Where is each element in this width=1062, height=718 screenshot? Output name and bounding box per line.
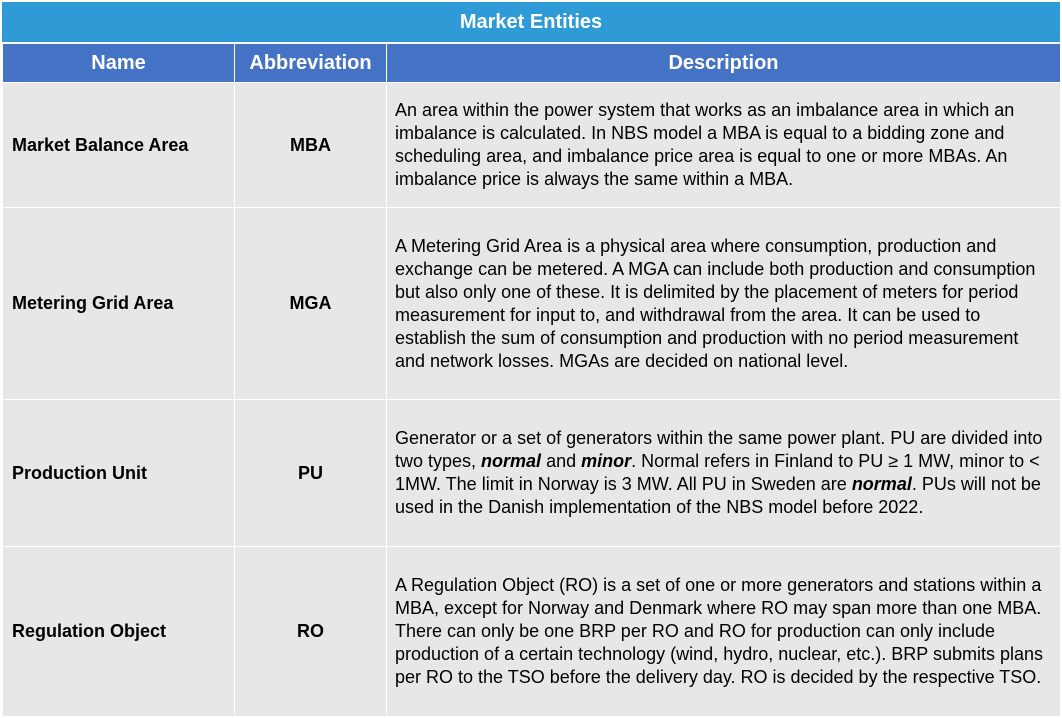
table-row: Metering Grid Area MGA A Metering Grid A…	[2, 207, 1061, 400]
table-row: Regulation Object RO A Regulation Object…	[2, 546, 1061, 717]
emphasis-normal: normal	[481, 451, 542, 471]
row-name: Market Balance Area	[2, 82, 235, 208]
row-description: Generator or a set of generators within …	[386, 399, 1061, 547]
header-row: Name Abbreviation Description	[2, 43, 1061, 83]
column-header-description: Description	[386, 43, 1061, 83]
row-description: An area within the power system that wor…	[386, 82, 1061, 208]
row-abbreviation: PU	[234, 399, 387, 547]
table-title: Market Entities	[2, 2, 1060, 43]
row-abbreviation: MGA	[234, 207, 387, 400]
row-description: A Metering Grid Area is a physical area …	[386, 207, 1061, 400]
row-name: Metering Grid Area	[2, 207, 235, 400]
table-row: Production Unit PU Generator or a set of…	[2, 399, 1061, 547]
emphasis-minor: minor	[581, 451, 632, 471]
emphasis-normal: normal	[851, 474, 912, 494]
row-description: A Regulation Object (RO) is a set of one…	[386, 546, 1061, 717]
row-abbreviation: MBA	[234, 82, 387, 208]
row-abbreviation: RO	[234, 546, 387, 717]
market-entities-table: Name Abbreviation Description Market Bal…	[2, 43, 1061, 717]
column-header-abbreviation: Abbreviation	[234, 43, 387, 83]
row-name: Regulation Object	[2, 546, 235, 717]
row-name: Production Unit	[2, 399, 235, 547]
table-row: Market Balance Area MBA An area within t…	[2, 82, 1061, 208]
column-header-name: Name	[2, 43, 235, 83]
